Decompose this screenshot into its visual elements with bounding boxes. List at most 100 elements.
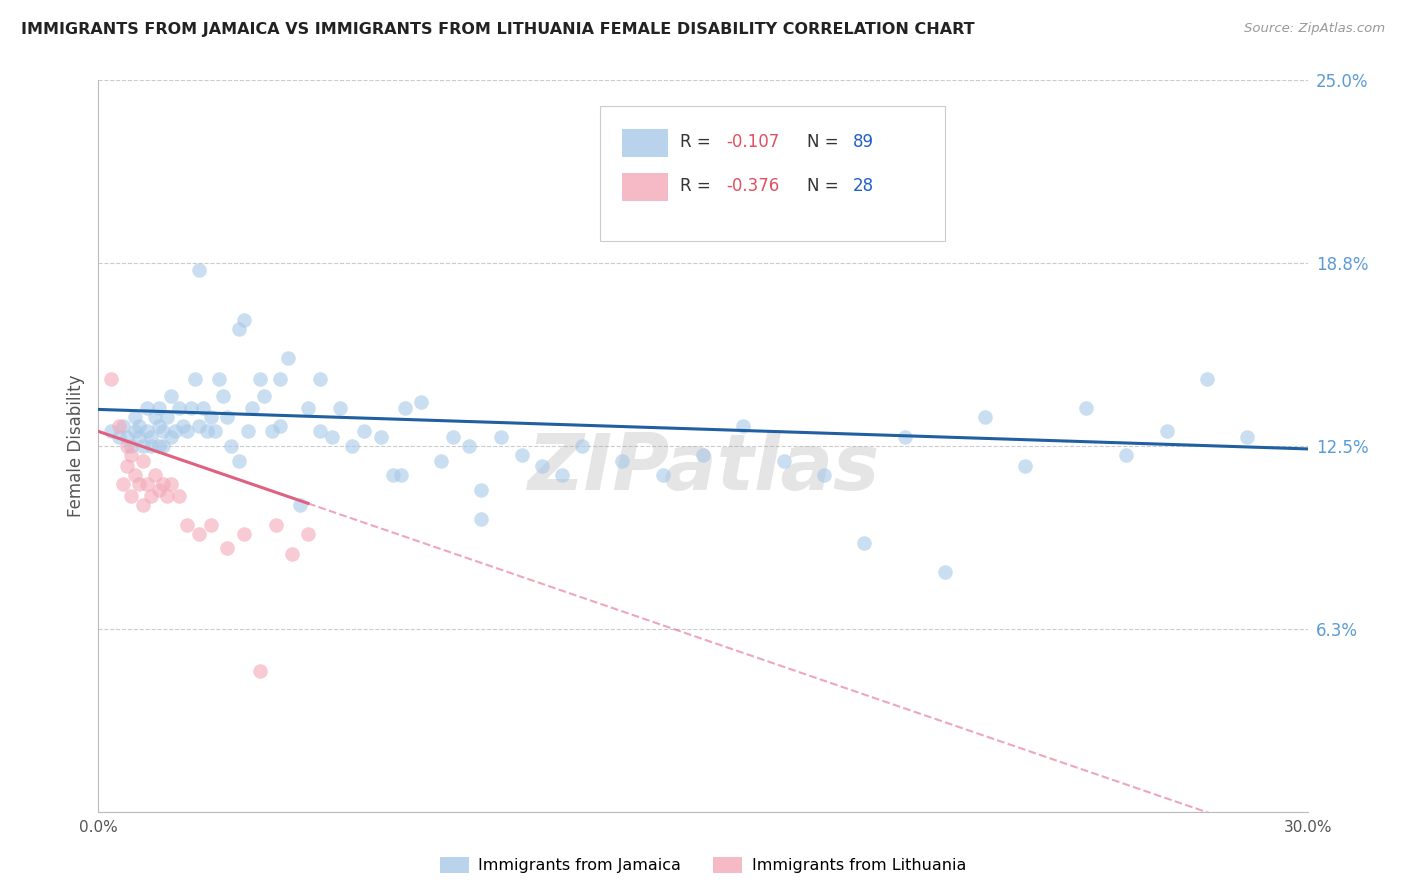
Point (1236, 430, 1258, 444)
Point (692, 448, 714, 462)
Y-axis label: Female Disability: Female Disability (66, 375, 84, 517)
Point (143, 468, 166, 483)
Point (530, 459, 553, 474)
Point (974, 409, 997, 424)
Point (1115, 448, 1137, 462)
Point (321, 430, 343, 444)
Point (167, 489, 190, 503)
Point (115, 430, 138, 444)
Point (139, 489, 162, 503)
Point (176, 425, 198, 439)
Point (232, 313, 254, 327)
Point (193, 401, 215, 415)
Point (277, 351, 299, 366)
Point (188, 263, 211, 277)
Point (188, 418, 211, 433)
Point (180, 401, 202, 415)
Point (100, 425, 122, 439)
Text: -0.107: -0.107 (725, 134, 779, 152)
Point (813, 468, 835, 483)
Point (342, 439, 364, 453)
Text: N =: N = (807, 134, 844, 152)
FancyBboxPatch shape (600, 106, 945, 241)
Point (288, 498, 311, 512)
Point (236, 425, 259, 439)
Point (184, 372, 207, 386)
Point (353, 425, 375, 439)
Point (329, 401, 352, 415)
Point (269, 418, 291, 433)
Point (132, 453, 155, 467)
Point (208, 372, 231, 386)
Point (394, 401, 416, 415)
Point (115, 439, 138, 453)
FancyBboxPatch shape (621, 173, 668, 201)
Point (107, 418, 129, 433)
Point (111, 477, 134, 491)
Point (281, 547, 304, 561)
Point (128, 477, 150, 491)
FancyBboxPatch shape (621, 129, 668, 157)
Point (148, 439, 170, 453)
Point (1014, 459, 1036, 474)
Point (309, 372, 332, 386)
Point (160, 477, 183, 491)
Point (124, 425, 146, 439)
Text: 28: 28 (853, 178, 875, 195)
Point (893, 430, 915, 444)
Point (260, 425, 283, 439)
Text: IMMIGRANTS FROM JAMAICA VS IMMIGRANTS FROM LITHUANIA FEMALE DISABILITY CORRELATI: IMMIGRANTS FROM JAMAICA VS IMMIGRANTS FR… (21, 22, 974, 37)
Point (297, 401, 319, 415)
Point (510, 448, 533, 462)
Point (176, 518, 198, 533)
Text: ZIPatlas: ZIPatlas (527, 430, 879, 506)
Point (470, 483, 492, 497)
Text: -0.376: -0.376 (725, 178, 779, 195)
Point (309, 425, 332, 439)
Point (733, 418, 755, 433)
Point (152, 439, 174, 453)
Point (217, 409, 239, 424)
Point (156, 409, 179, 424)
Point (135, 425, 157, 439)
Point (128, 430, 150, 444)
Point (409, 395, 432, 409)
Point (651, 468, 673, 483)
Point (111, 418, 134, 433)
Point (195, 425, 218, 439)
Point (1074, 401, 1097, 415)
Point (132, 439, 155, 453)
Point (160, 430, 183, 444)
Point (120, 489, 142, 503)
Point (135, 401, 157, 415)
Point (249, 665, 271, 679)
Point (240, 401, 263, 415)
Point (188, 526, 211, 541)
Point (160, 389, 183, 403)
Point (470, 512, 492, 526)
Point (228, 453, 250, 467)
Point (200, 409, 222, 424)
Point (269, 372, 291, 386)
Point (128, 418, 150, 433)
Point (143, 409, 166, 424)
Point (551, 468, 574, 483)
Point (571, 439, 593, 453)
Point (152, 477, 174, 491)
Text: R =: R = (681, 178, 716, 195)
Point (148, 401, 170, 415)
Point (148, 483, 170, 497)
Point (221, 439, 243, 453)
Point (297, 526, 319, 541)
Point (232, 526, 254, 541)
Text: 89: 89 (853, 134, 875, 152)
Point (264, 518, 287, 533)
Point (139, 430, 162, 444)
Point (491, 430, 513, 444)
Point (148, 418, 170, 433)
Point (167, 401, 190, 415)
Point (124, 409, 146, 424)
Point (853, 535, 876, 549)
Point (430, 453, 453, 467)
Point (253, 389, 276, 403)
